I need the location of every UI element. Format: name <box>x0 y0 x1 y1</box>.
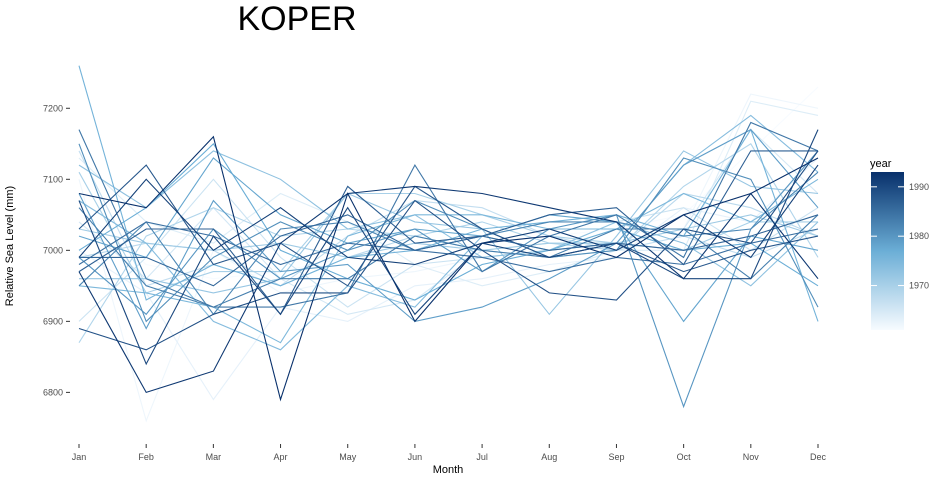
chart-title: KOPER <box>237 0 356 38</box>
x-tick-label: May <box>339 452 357 462</box>
series-line-1993 <box>78 135 819 402</box>
x-tick-label: Dec <box>810 452 827 462</box>
series-line-1974 <box>78 114 819 351</box>
series-line-1966 <box>78 178 819 322</box>
legend-tick-label: 1980 <box>909 231 929 241</box>
legend-tick-label: 1970 <box>909 281 929 291</box>
series-line-1969 <box>78 143 819 343</box>
series-line-1978 <box>78 157 819 323</box>
x-axis-title: Month <box>433 464 464 476</box>
series-line-1992 <box>78 185 819 394</box>
x-tick-label: Jul <box>476 452 488 462</box>
x-tick-label: Sep <box>608 452 624 462</box>
series-line-1971 <box>78 214 819 258</box>
legend-ticks: 1970 1980 1990 <box>871 182 929 291</box>
y-tick-label: 7100 <box>43 174 63 184</box>
series-line-1962 <box>78 93 819 423</box>
x-tick-label: Jun <box>408 452 423 462</box>
series-line-1980 <box>78 150 819 409</box>
series-line-1986 <box>79 214 819 287</box>
series-line-1991 <box>78 164 819 266</box>
series-line-1990 <box>78 129 819 366</box>
x-tick-label: Mar <box>206 452 222 462</box>
series-line-1988 <box>78 164 819 287</box>
y-axis: 6800 6900 7000 7100 7200 <box>43 103 70 397</box>
x-tick-label: Nov <box>743 452 760 462</box>
y-tick-label: 7200 <box>43 103 63 113</box>
series-line-1981 <box>78 143 819 323</box>
x-tick-label: Aug <box>541 452 557 462</box>
y-tick-label: 6800 <box>43 387 63 397</box>
y-tick-label: 7000 <box>43 245 63 255</box>
x-tick-label: Feb <box>138 452 154 462</box>
legend-title: year <box>870 158 892 170</box>
series-line-1973 <box>78 150 819 287</box>
x-axis: Jan Feb Mar Apr May Jun Jul Aug Sep Oct Nov Dec <box>72 444 827 462</box>
legend-tick-label: 1990 <box>909 182 929 192</box>
series-line-1989 <box>78 150 819 351</box>
x-tick-label: Jan <box>72 452 87 462</box>
series-line-1979 <box>78 128 819 330</box>
x-tick-label: Oct <box>677 452 692 462</box>
series-line-1987 <box>78 150 818 316</box>
series-line-1965 <box>78 128 819 315</box>
series-line-1984 <box>78 121 819 308</box>
color-legend: year 1970 1980 1990 <box>870 158 929 330</box>
y-tick-label: 6900 <box>43 316 63 326</box>
series-lines <box>78 65 819 423</box>
legend-colorbar <box>871 172 904 330</box>
y-axis-title: Relative Sea Level (mm) <box>4 186 16 306</box>
x-tick-label: Apr <box>274 452 288 462</box>
